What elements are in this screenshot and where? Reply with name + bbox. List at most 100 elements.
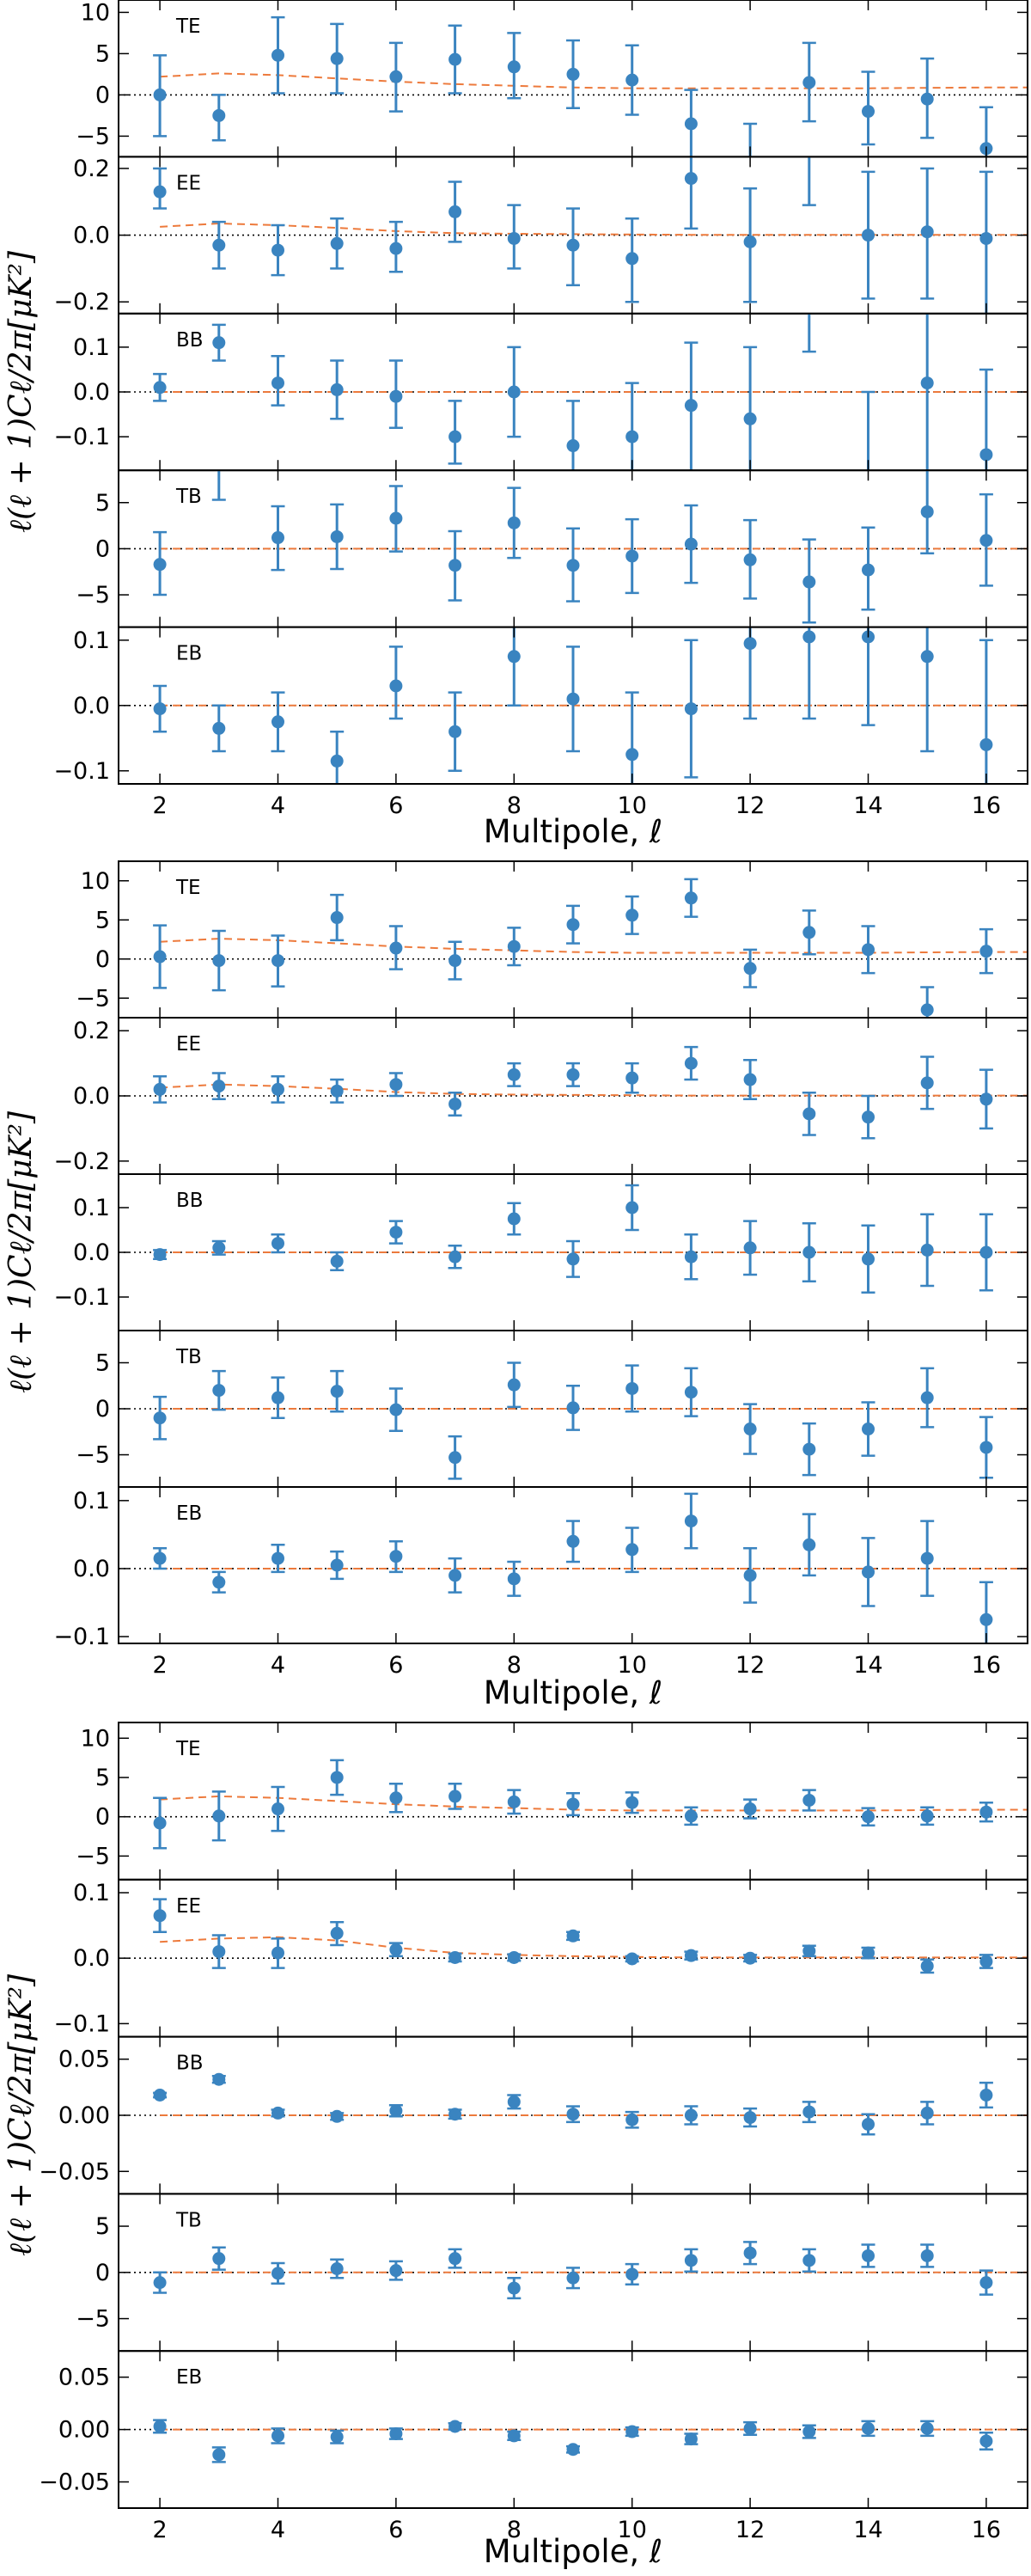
y-tick-label: 10 <box>81 1725 110 1752</box>
x-tick-label: 12 <box>735 2517 765 2543</box>
data-point <box>389 941 403 955</box>
panel-label: EE <box>176 1033 201 1055</box>
data-point <box>862 1111 875 1124</box>
data-point <box>684 702 698 716</box>
data-point <box>212 108 226 122</box>
data-point <box>153 381 167 395</box>
data-point <box>389 70 403 83</box>
y-tick-label: −5 <box>76 985 110 1012</box>
data-point <box>684 2432 698 2446</box>
data-point <box>389 2264 403 2278</box>
y-axis-label: ℓ(ℓ + 1)Cℓ/2π[μK²] <box>3 250 39 533</box>
data-point <box>271 243 284 257</box>
x-tick-label: 16 <box>972 1652 1001 1679</box>
data-point <box>802 1107 816 1121</box>
y-tick-label: 0 <box>95 2260 110 2286</box>
panel-te: −5 0 5 10 TE <box>76 0 1028 158</box>
y-tick-label: 0.2 <box>73 156 110 182</box>
data-point <box>979 534 993 548</box>
data-point <box>389 1550 403 1563</box>
x-tick-label: 12 <box>735 792 765 819</box>
model-curve <box>160 938 1028 954</box>
y-tick-label: −0.05 <box>39 2158 110 2185</box>
data-point <box>979 2088 993 2102</box>
panel-bb: −0.05 0.00 0.05 BB <box>39 2035 1028 2195</box>
data-point <box>862 1810 875 1824</box>
data-point <box>507 2281 521 2295</box>
panel-frame <box>118 1486 1028 1644</box>
data-point <box>684 117 698 131</box>
data-point <box>389 1943 403 1956</box>
y-tick-label: 0.0 <box>73 1945 110 1972</box>
figure-block-1: −5 0 5 10 TE −0.2 0.0 0.2 EE −0.1 0.0 0.1 BB −5 0 5 TB −0… <box>3 0 1028 850</box>
data-point <box>330 1558 344 1572</box>
data-point <box>862 229 875 242</box>
data-point <box>389 1791 403 1805</box>
data-point <box>566 1068 580 1081</box>
data-point <box>684 1809 698 1823</box>
data-point <box>507 231 521 245</box>
data-point <box>802 1538 816 1551</box>
data-point <box>802 76 816 89</box>
data-point <box>212 2072 226 2086</box>
panel-label: EE <box>176 172 201 194</box>
data-point <box>448 1790 462 1803</box>
data-point <box>862 943 875 957</box>
data-point <box>330 1084 344 1098</box>
data-point <box>448 2252 462 2266</box>
panel-ee: −0.2 0.0 0.2 EE <box>53 1017 1028 1175</box>
data-point <box>802 1793 816 1807</box>
data-point <box>743 235 757 248</box>
y-tick-label: 0.1 <box>73 1488 110 1514</box>
data-point <box>153 88 167 101</box>
data-point <box>802 2254 816 2267</box>
data-point <box>507 60 521 74</box>
data-point <box>212 1945 226 1959</box>
panel-bb: −0.1 0.0 0.1 BB <box>53 312 1028 472</box>
y-tick-label: −0.2 <box>53 1148 110 1175</box>
y-tick-label: −0.05 <box>39 2469 110 2496</box>
x-tick-label: 12 <box>735 1652 765 1679</box>
data-point <box>862 1946 875 1960</box>
data-point <box>212 336 226 350</box>
y-tick-label: 10 <box>81 0 110 26</box>
data-point <box>743 2246 757 2260</box>
data-point <box>330 2261 344 2275</box>
panel-label: TB <box>175 2209 202 2231</box>
data-point <box>507 516 521 529</box>
data-point <box>802 1944 816 1958</box>
y-tick-label: 0.1 <box>73 1880 110 1906</box>
x-axis-label: Multipole, ℓ <box>484 2533 662 2570</box>
data-point <box>920 2106 934 2120</box>
data-point <box>920 650 934 664</box>
x-tick-label: 10 <box>618 1652 647 1679</box>
x-tick-label: 2 <box>152 1652 167 1679</box>
data-point <box>153 1248 167 1262</box>
model-curve <box>160 1795 1028 1812</box>
data-point <box>153 1411 167 1425</box>
data-point <box>979 1955 993 1968</box>
data-point <box>979 2434 993 2448</box>
x-tick-label: 16 <box>972 792 1001 819</box>
data-point <box>566 439 580 453</box>
data-point <box>448 725 462 738</box>
data-point <box>684 891 698 905</box>
data-point <box>625 1381 639 1395</box>
y-tick-label: −0.1 <box>53 2010 110 2037</box>
data-point <box>802 575 816 589</box>
data-point <box>507 1572 521 1586</box>
data-point <box>743 1951 757 1965</box>
data-point <box>153 2088 167 2102</box>
data-point <box>625 1543 639 1557</box>
panel-te: −5 0 5 10 TE <box>76 860 1028 1019</box>
data-point <box>507 2429 521 2443</box>
y-tick-label: 0.0 <box>73 693 110 719</box>
data-point <box>920 1243 934 1257</box>
panel-label: TE <box>175 877 201 899</box>
data-point <box>448 1569 462 1582</box>
data-point <box>330 2430 344 2444</box>
data-point <box>625 430 639 444</box>
data-point <box>684 537 698 551</box>
data-point <box>507 650 521 664</box>
data-point <box>743 1241 757 1255</box>
